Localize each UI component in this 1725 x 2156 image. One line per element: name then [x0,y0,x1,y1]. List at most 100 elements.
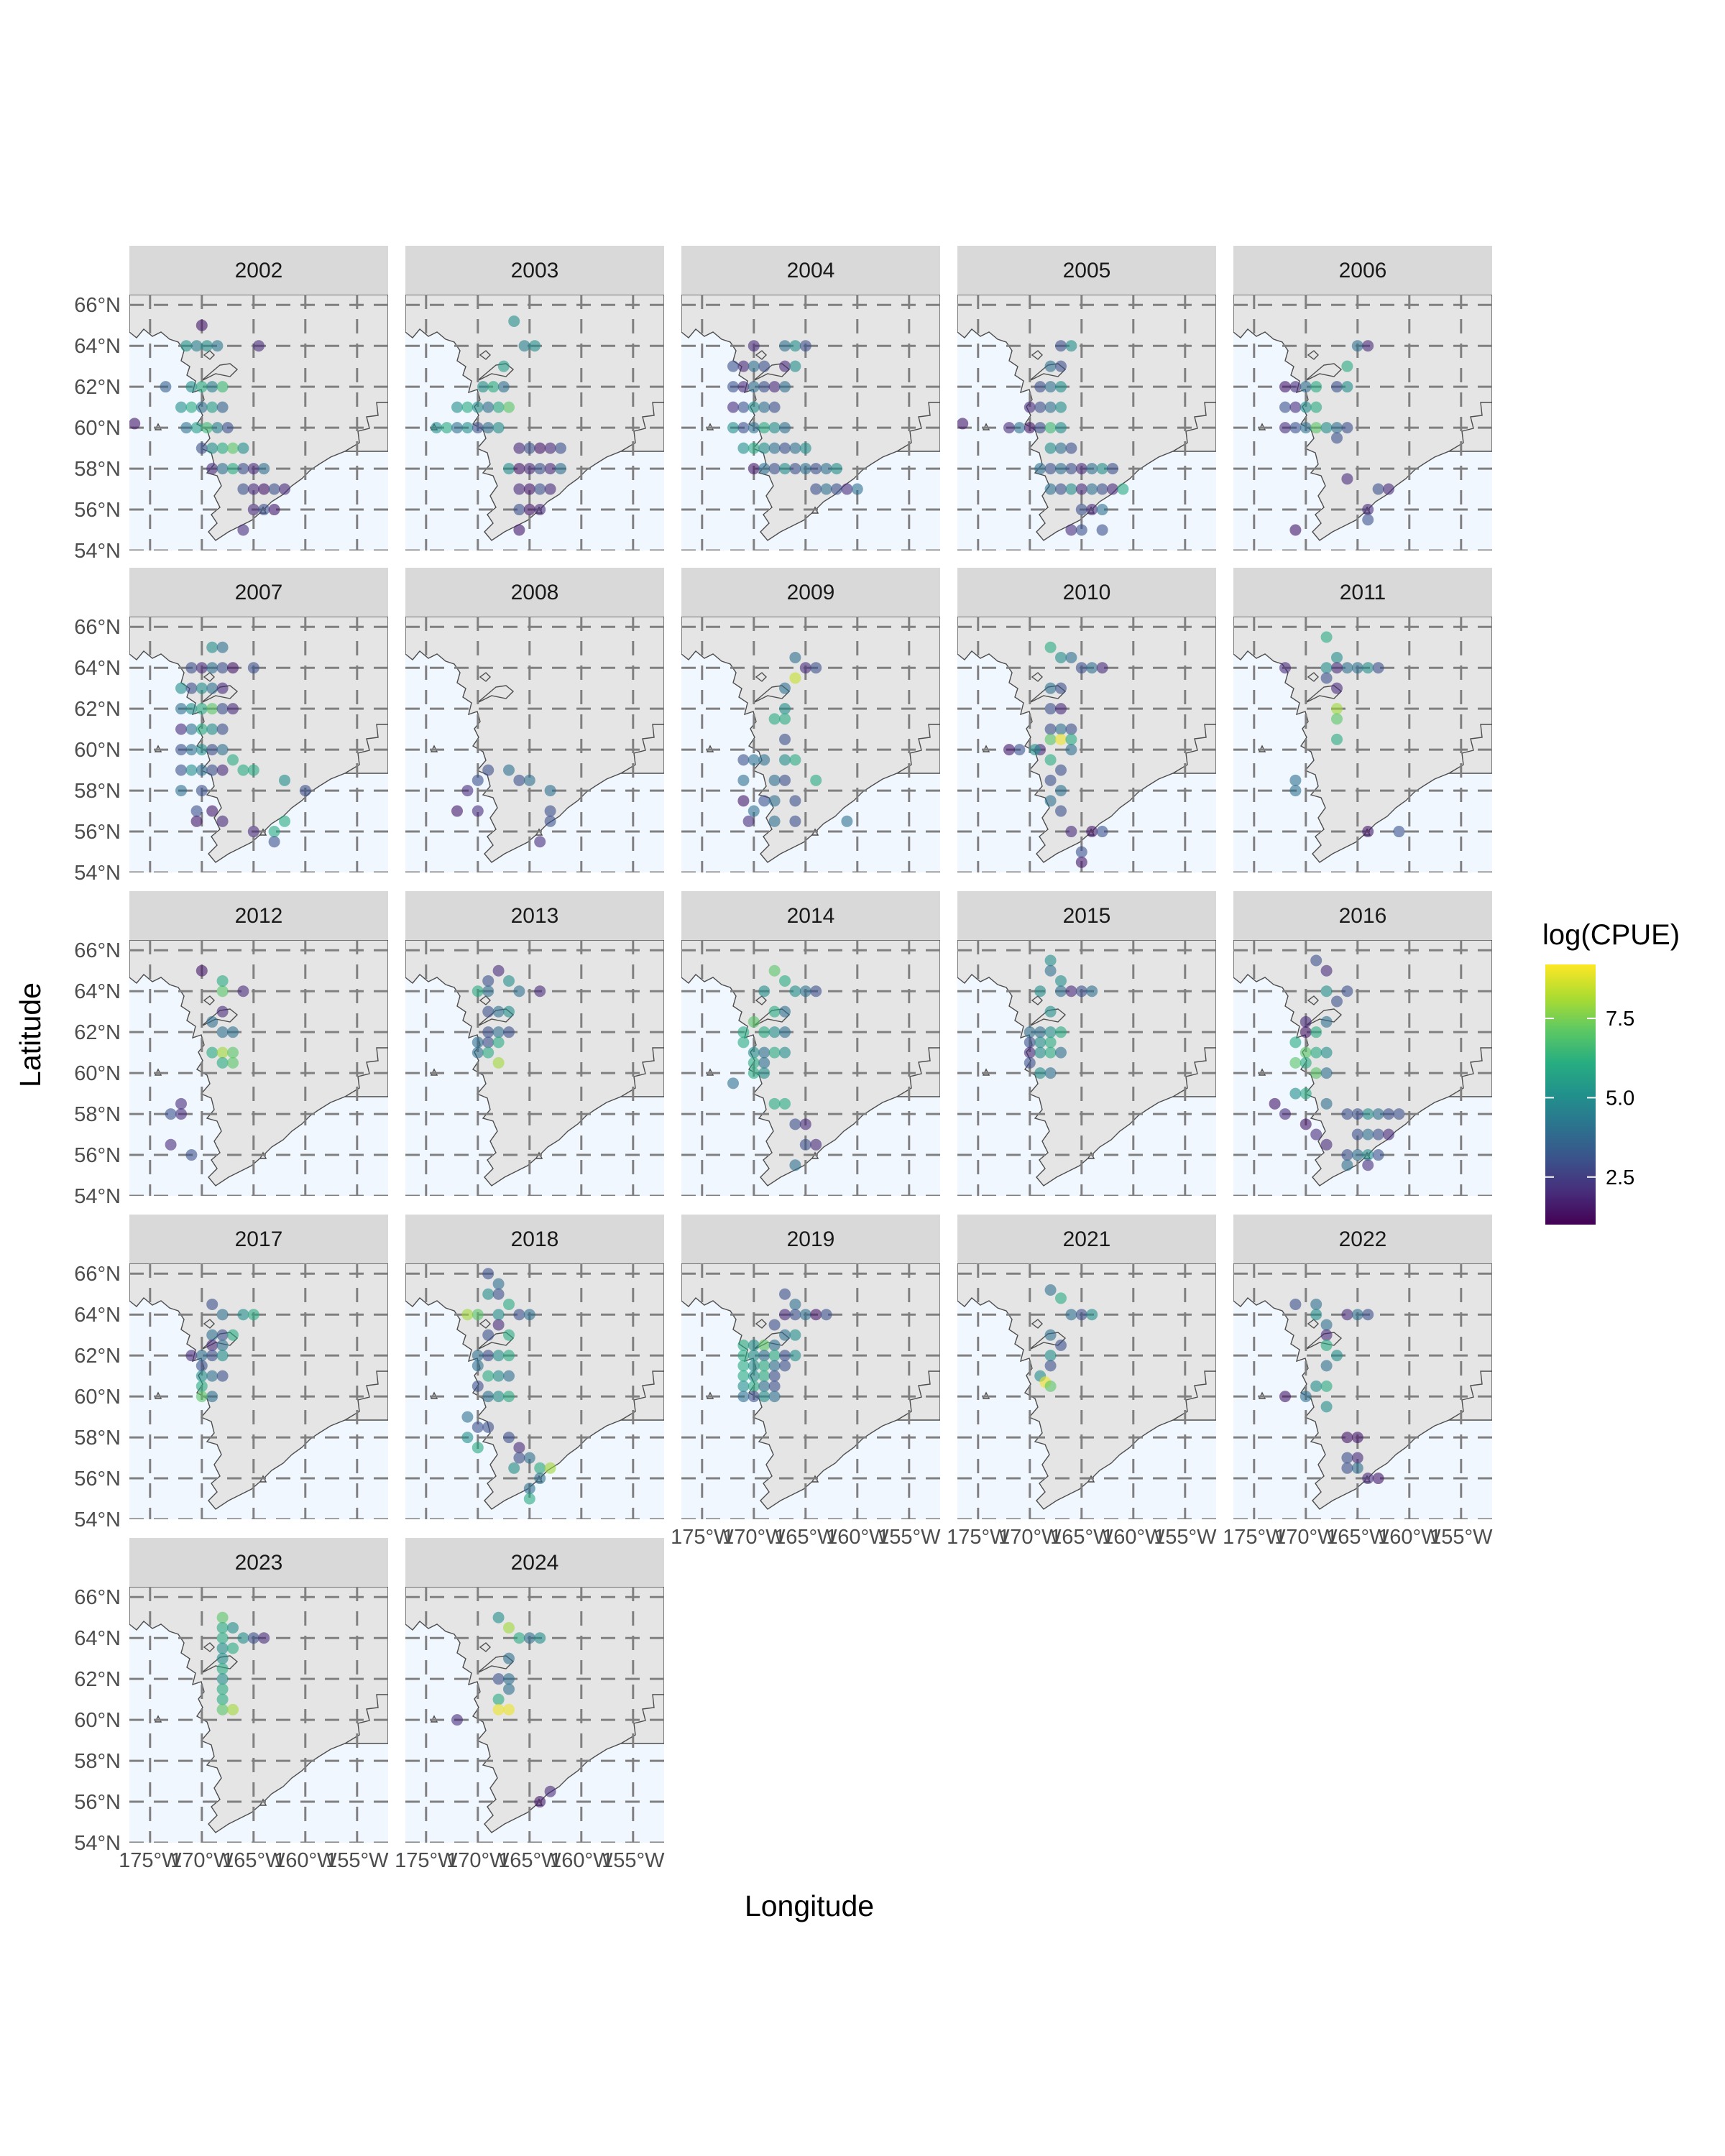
data-point [1320,672,1333,684]
data-point [758,1350,770,1362]
data-point [799,463,811,475]
data-point [1310,1309,1322,1321]
data-point [482,1350,494,1362]
data-point [1055,805,1067,817]
data-point [555,463,566,475]
data-point [1341,1149,1353,1161]
data-point [1075,524,1087,536]
data-point [1372,1128,1384,1141]
data-point [1034,1026,1046,1038]
x-tick-label: 170°W [446,1849,510,1872]
data-point [185,662,198,674]
data-point [1362,1309,1374,1321]
data-point [748,1391,760,1403]
data-point [1034,401,1046,413]
data-point [789,442,801,454]
data-point [789,360,801,372]
data-point [1279,422,1291,434]
facet-map [957,940,1216,1196]
data-point [492,401,505,413]
data-point [1300,381,1312,393]
data-point [523,1632,535,1644]
data-point [503,1370,515,1382]
data-point [789,795,801,807]
data-point [789,815,801,827]
data-point [247,463,259,475]
data-point [768,401,781,413]
data-point [1310,1128,1322,1141]
data-point [1320,1319,1333,1331]
data-point [503,1026,515,1038]
data-point [748,381,760,393]
facet-map [1233,295,1492,550]
data-point [196,744,208,756]
data-point [482,985,494,998]
data-point [237,764,249,776]
data-point [810,1309,822,1321]
facet-map [129,940,388,1196]
facet-2013: 2013 [405,891,664,1196]
facet-2006: 2006 [1233,246,1492,550]
data-point [1044,422,1057,434]
data-point [779,754,791,766]
facet-strip [957,891,1216,940]
data-point [789,1298,801,1310]
data-point [831,463,842,475]
data-point [1289,774,1302,786]
data-point [1055,422,1067,434]
data-point [534,504,546,516]
data-point [768,1339,781,1351]
data-point [1341,1432,1353,1444]
data-point [1065,985,1077,998]
facet-strip-label: 2004 [787,259,835,282]
data-point [799,662,811,674]
facet-strip [681,246,940,295]
data-point [503,401,515,413]
data-point [216,975,229,987]
data-point [1331,651,1343,663]
data-point [513,442,525,454]
data-point [799,340,811,352]
data-point [237,985,249,998]
data-point [1362,340,1374,352]
y-tick-label: 58°N [74,1427,121,1450]
data-point [768,1005,781,1018]
data-point [268,836,280,848]
facet-map [681,295,940,550]
data-point [492,1611,505,1623]
facet-2004: 2004 [681,246,940,550]
x-tick-label: 175°W [671,1526,734,1549]
data-point [216,682,229,694]
data-point [1075,1309,1087,1321]
data-point [503,1391,515,1403]
facet-map [129,617,388,872]
y-tick-label: 58°N [74,1750,121,1773]
data-point [503,1329,515,1341]
data-point [175,785,187,797]
data-point [1289,524,1302,536]
data-point [1055,975,1067,987]
data-point [1300,1015,1312,1028]
data-point [461,1432,474,1444]
data-point [482,1391,494,1403]
data-point [742,815,755,827]
data-point [737,1339,750,1351]
data-point [1044,682,1057,694]
y-tick-label: 62°N [74,698,121,721]
data-point [180,422,193,434]
data-point [1279,401,1291,413]
data-point [779,381,791,393]
data-point [1320,964,1333,977]
data-point [1044,1350,1057,1362]
data-point [216,1611,229,1623]
data-point [160,381,172,393]
data-point [727,360,739,372]
data-point [1055,483,1067,495]
data-point [196,442,208,454]
data-point [544,442,556,454]
data-point [779,1309,791,1321]
data-point [227,754,239,766]
data-point [810,985,822,998]
data-point [1320,1339,1333,1351]
